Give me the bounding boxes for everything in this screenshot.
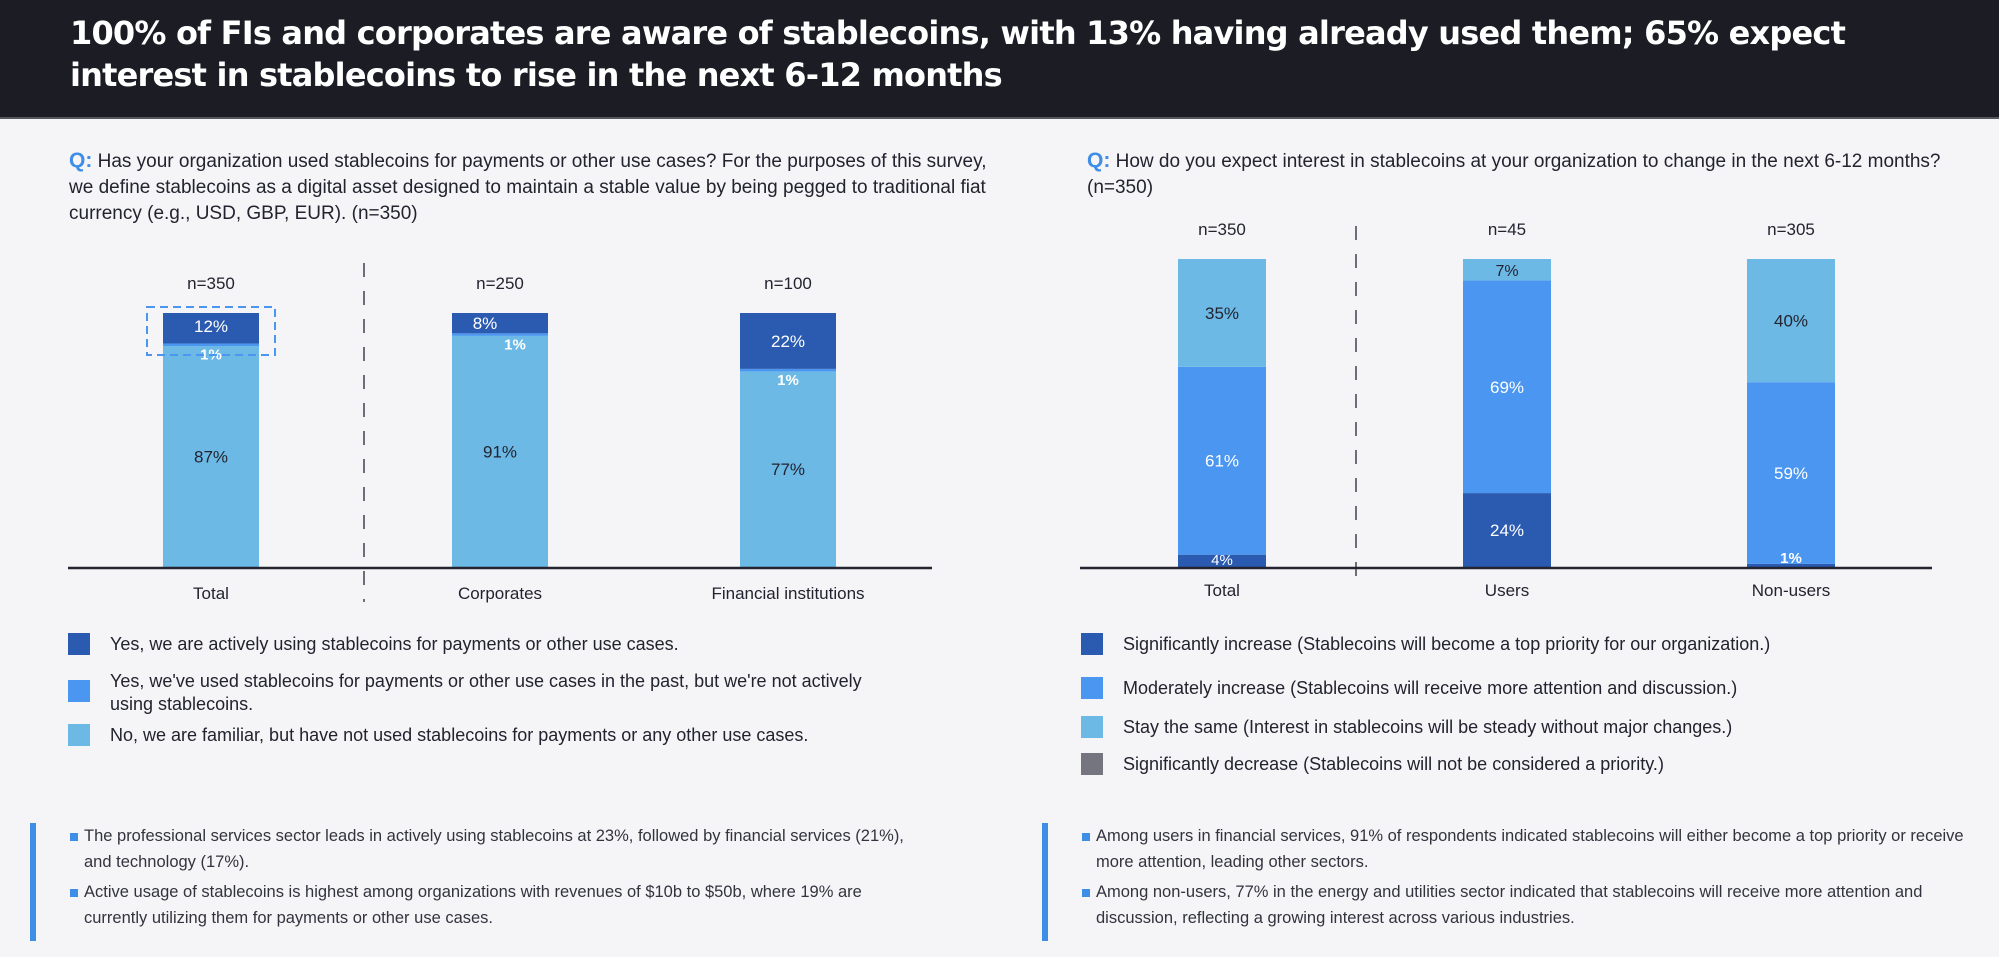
insight-item: Among users in financial services, 91% o… xyxy=(1082,823,1976,875)
legend-label: Yes, we are actively using stablecoins f… xyxy=(110,634,679,654)
bullet-icon xyxy=(1082,889,1090,897)
bullet-icon xyxy=(70,889,78,897)
category-label: Total xyxy=(1204,581,1240,600)
page-title: 100% of FIs and corporates are aware of … xyxy=(70,14,1846,94)
legend-label: No, we are familiar, but have not used s… xyxy=(110,725,809,745)
data-label: 35% xyxy=(1205,304,1239,323)
legend-swatch xyxy=(1081,633,1103,655)
data-label: 59% xyxy=(1774,464,1808,483)
data-label: 87% xyxy=(194,448,228,467)
category-label: Corporates xyxy=(458,584,542,603)
insight-accent-bar xyxy=(1042,823,1048,941)
data-label: 22% xyxy=(771,332,805,351)
bar-segment xyxy=(1178,366,1266,555)
legend-label: Significantly decrease (Stablecoins will… xyxy=(1123,754,1664,774)
legend-item: Significantly increase (Stablecoins will… xyxy=(1081,633,1981,656)
legend-swatch xyxy=(1081,716,1103,738)
legend-label: Significantly increase (Stablecoins will… xyxy=(1123,634,1771,654)
data-label: 1% xyxy=(777,372,799,389)
right-question-text: How do you expect interest in stablecoin… xyxy=(1087,151,1941,198)
bar-segment xyxy=(740,313,836,369)
bar-segment xyxy=(1463,493,1551,567)
insight-item: The professional services sector leads i… xyxy=(70,823,924,875)
bar-segment xyxy=(1747,259,1835,383)
left-question: Q: Has your organization used stablecoin… xyxy=(69,148,999,227)
bar-segment xyxy=(452,313,548,334)
right-insights: Among users in financial services, 91% o… xyxy=(1042,823,1992,943)
left-question-text: Has your organization used stablecoins f… xyxy=(69,151,987,224)
data-label: 69% xyxy=(1490,378,1524,397)
legend-swatch xyxy=(1081,677,1103,699)
data-label: 24% xyxy=(1490,521,1524,540)
legend-swatch xyxy=(1081,753,1103,775)
sample-size-label: n=305 xyxy=(1767,220,1815,239)
legend-item: Yes, we've used stablecoins for payments… xyxy=(68,670,908,716)
insight-text: The professional services sector leads i… xyxy=(84,827,904,871)
bar-segment xyxy=(452,333,548,336)
legend-item: Moderately increase (Stablecoins will re… xyxy=(1081,677,1981,700)
bar-segment xyxy=(740,371,836,567)
sample-size-label: n=45 xyxy=(1488,220,1526,239)
bar-segment xyxy=(1747,382,1835,564)
legend-item: Yes, we are actively using stablecoins f… xyxy=(68,633,948,656)
insight-accent-bar xyxy=(30,823,36,941)
legend-label: Stay the same (Interest in stablecoins w… xyxy=(1123,717,1733,737)
insight-text: Among users in financial services, 91% o… xyxy=(1096,827,1964,871)
question-marker: Q: xyxy=(69,149,93,172)
bar-segment xyxy=(1463,259,1551,281)
insight-item: Active usage of stablecoins is highest a… xyxy=(70,879,924,931)
legend-label: Yes, we've used stablecoins for payments… xyxy=(110,671,862,714)
bar-segment xyxy=(163,343,259,347)
legend-swatch xyxy=(68,680,90,702)
sample-size-label: n=350 xyxy=(187,274,235,293)
bar-segment xyxy=(740,368,836,372)
legend-item: No, we are familiar, but have not used s… xyxy=(68,724,948,747)
header-banner: 100% of FIs and corporates are aware of … xyxy=(0,0,1999,119)
category-label: Total xyxy=(193,584,229,603)
bullet-icon xyxy=(70,833,78,841)
bar-segment xyxy=(452,335,548,567)
data-label: 4% xyxy=(1211,552,1233,569)
legend-swatch xyxy=(68,633,90,655)
insight-item: Among non-users, 77% in the energy and u… xyxy=(1082,879,1976,931)
insight-text: Active usage of stablecoins is highest a… xyxy=(84,883,862,927)
question-marker: Q: xyxy=(1087,149,1111,172)
data-label: 12% xyxy=(194,317,228,336)
legend-label: Moderately increase (Stablecoins will re… xyxy=(1123,678,1738,698)
bar-segment xyxy=(163,313,259,344)
category-label: Users xyxy=(1485,581,1529,600)
legend-item: Stay the same (Interest in stablecoins w… xyxy=(1081,716,1981,739)
bar-segment xyxy=(163,346,259,567)
category-label: Non-users xyxy=(1752,581,1830,600)
bullet-icon xyxy=(1082,833,1090,841)
sample-size-label: n=100 xyxy=(764,274,812,293)
data-label: 1% xyxy=(504,336,526,353)
data-label: 77% xyxy=(771,460,805,479)
highlight-box xyxy=(146,306,276,356)
sample-size-label: n=350 xyxy=(1198,220,1246,239)
right-question: Q: How do you expect interest in stablec… xyxy=(1087,148,1967,201)
bar-segment xyxy=(1178,554,1266,567)
bar-segment xyxy=(1178,259,1266,367)
data-label: 61% xyxy=(1205,452,1239,471)
data-label: 91% xyxy=(483,442,517,461)
left-insights: The professional services sector leads i… xyxy=(30,823,930,943)
category-label: Financial institutions xyxy=(711,584,864,603)
data-label: 8% xyxy=(473,314,498,333)
legend-swatch xyxy=(68,724,90,746)
data-label: 7% xyxy=(1495,263,1518,280)
data-label: 40% xyxy=(1774,312,1808,331)
bar-segment xyxy=(1463,280,1551,494)
legend-item: Significantly decrease (Stablecoins will… xyxy=(1081,753,1981,776)
sample-size-label: n=250 xyxy=(476,274,524,293)
data-label: 1% xyxy=(1780,550,1802,567)
bar-segment xyxy=(1747,563,1835,567)
insight-text: Among non-users, 77% in the energy and u… xyxy=(1096,883,1923,927)
